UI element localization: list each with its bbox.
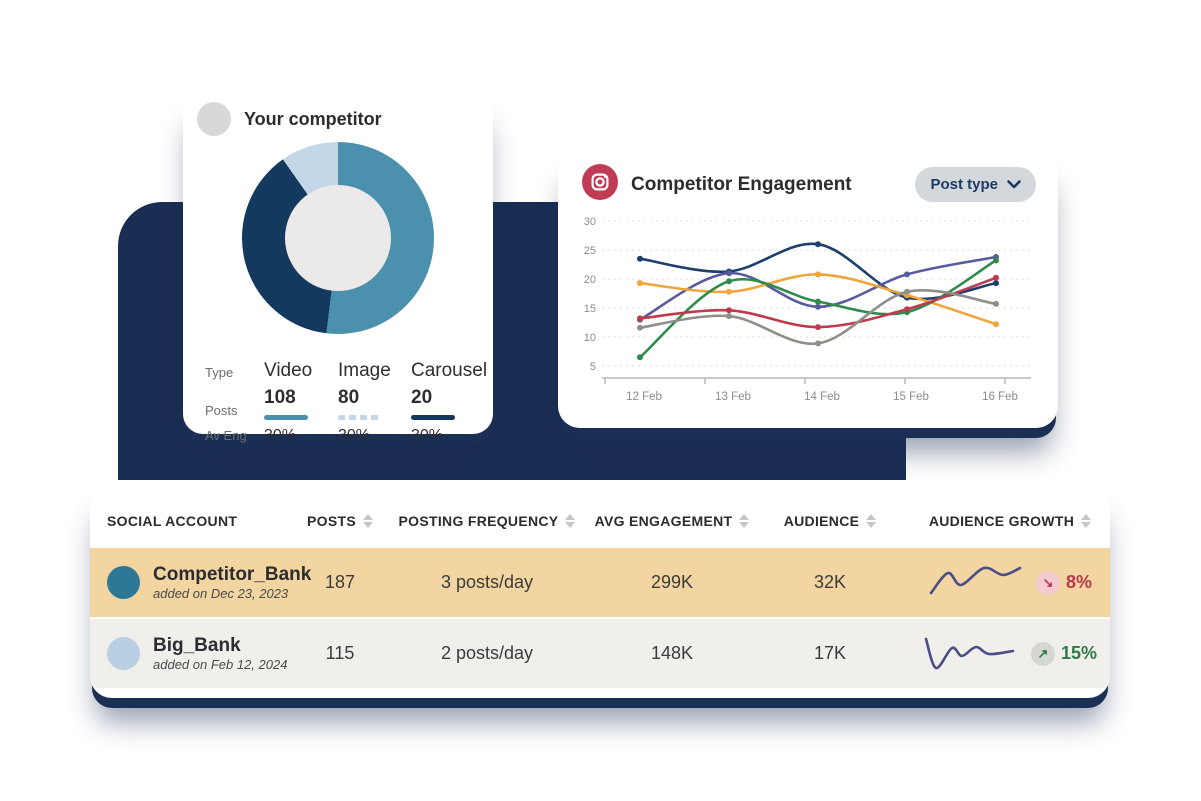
legend-row-label-type: Type: [205, 365, 234, 380]
header-label: AVG ENGAGEMENT: [594, 512, 733, 529]
legend-type-carousel: Carousel: [411, 360, 488, 381]
frequency-value: 3 posts/day: [440, 572, 534, 592]
svg-text:14 Feb: 14 Feb: [804, 391, 840, 403]
legend-row-label-posts: Posts: [205, 403, 238, 418]
growth-percent: 8%: [1065, 572, 1092, 592]
audience-value: 17K: [813, 643, 847, 663]
header-posting-frequency[interactable]: POSTING FREQUENCY: [380, 513, 594, 529]
header-social-account: SOCIAL ACCOUNT: [90, 513, 300, 529]
header-audience[interactable]: AUDIENCE: [750, 513, 910, 529]
account-name: Big_Bank: [153, 635, 241, 657]
svg-text:10: 10: [584, 332, 596, 344]
post-type-legend: Type Video Image Carousel Posts 108 80 2…: [205, 360, 493, 445]
legend-aveng-video: 30%: [264, 427, 297, 444]
carousel-underline-bar: [411, 415, 455, 420]
sort-icon[interactable]: [362, 513, 373, 528]
dropdown-label: Post type: [930, 176, 998, 193]
sort-icon[interactable]: [866, 513, 877, 528]
competitor-post-type-card: Your competitor Type Video Image Carouse…: [183, 88, 493, 444]
table-row-big-bank[interactable]: Big_Bank added on Feb 12, 2024 115 2 pos…: [90, 619, 1110, 688]
legend-type-video: Video: [264, 360, 313, 381]
account-added-date: added on Feb 12, 2024: [153, 656, 288, 672]
posts-count: 20: [411, 387, 433, 408]
avg-engagement-value: 299K: [650, 572, 694, 592]
avg-engagement-value: 148K: [650, 643, 694, 663]
posts-value: 115: [325, 643, 355, 663]
frequency-value: 2 posts/day: [440, 643, 534, 663]
legend-row-label-aveng: Av Eng: [205, 428, 247, 443]
sort-icon[interactable]: [739, 513, 750, 528]
competitor-engagement-card: Competitor Engagement Post type 5 10 15 20 2…: [558, 148, 1058, 428]
posts-count: 80: [338, 387, 360, 408]
growth-sparkline: [929, 566, 1022, 594]
sort-icon[interactable]: [565, 513, 576, 528]
svg-text:16 Feb: 16 Feb: [982, 391, 1018, 403]
svg-text:5: 5: [590, 361, 596, 373]
header-label: AUDIENCE: [783, 512, 860, 529]
audience-value: 32K: [813, 572, 847, 592]
trend-down-arrow-icon: ↘: [1035, 570, 1060, 595]
growth-percent: 15%: [1060, 643, 1098, 663]
account-name: Competitor_Bank: [153, 564, 312, 586]
account-avatar: [107, 637, 140, 670]
svg-text:15 Feb: 15 Feb: [893, 391, 929, 403]
account-cell: Big_Bank added on Feb 12, 2024: [90, 635, 300, 672]
legend-type-image: Image: [338, 360, 391, 381]
posts-count: 108: [264, 387, 296, 408]
legend-posts-carousel: 20: [411, 387, 493, 420]
table-row-competitor-bank[interactable]: Competitor_Bank added on Dec 23, 2023 18…: [90, 548, 1110, 617]
card-title: Your competitor: [244, 108, 382, 129]
competitor-avatar: [197, 102, 231, 136]
legend-posts-image: 80: [338, 387, 411, 420]
posts-value: 187: [324, 572, 356, 592]
header-label: POSTING FREQUENCY: [398, 512, 559, 529]
donut-chart: [242, 142, 434, 334]
sort-icon[interactable]: [1081, 513, 1092, 528]
svg-text:15: 15: [584, 303, 596, 315]
audience-growth-cell: ↘ 8%: [910, 563, 1110, 603]
table-header-row: SOCIAL ACCOUNT POSTS POSTING FREQUENCY A…: [90, 480, 1110, 548]
instagram-icon: [582, 164, 618, 205]
card-title: Competitor Engagement: [631, 173, 852, 195]
header-label: AUDIENCE GROWTH: [928, 512, 1075, 529]
donut-hole: [285, 185, 391, 291]
svg-text:12 Feb: 12 Feb: [626, 391, 662, 403]
chevron-down-icon: [1007, 176, 1021, 193]
header-posts[interactable]: POSTS: [300, 513, 380, 529]
svg-text:25: 25: [584, 245, 596, 257]
audience-growth-cell: ↗ 15%: [910, 634, 1110, 674]
legend-aveng-image: 30%: [338, 427, 371, 444]
header-audience-growth[interactable]: AUDIENCE GROWTH: [910, 513, 1110, 529]
account-added-date: added on Dec 23, 2023: [153, 585, 289, 601]
header-label: POSTS: [307, 512, 356, 529]
post-type-dropdown[interactable]: Post type: [915, 167, 1036, 202]
header-label: SOCIAL ACCOUNT: [107, 512, 238, 529]
svg-text:30: 30: [584, 216, 596, 228]
svg-text:20: 20: [584, 274, 596, 286]
video-underline-bar: [264, 415, 308, 420]
image-underline-bar: [338, 415, 382, 420]
competitors-table: SOCIAL ACCOUNT POSTS POSTING FREQUENCY A…: [90, 480, 1110, 698]
legend-posts-video: 108: [264, 387, 338, 420]
svg-text:13 Feb: 13 Feb: [715, 391, 751, 403]
legend-aveng-carousel: 30%: [411, 427, 444, 444]
trend-up-arrow-icon: ↗: [1030, 641, 1055, 666]
account-avatar: [107, 566, 140, 599]
card-header: Your competitor: [183, 88, 493, 136]
engagement-line-chart: 5 10 15 20 25 30 12 Feb 13 Feb 14 Feb 15 Feb 16 Fe…: [584, 216, 1031, 403]
card-header: Competitor Engagement Post type: [558, 148, 1058, 205]
account-cell: Competitor_Bank added on Dec 23, 2023: [90, 564, 311, 601]
header-avg-engagement[interactable]: AVG ENGAGEMENT: [594, 513, 750, 529]
growth-sparkline: [924, 637, 1015, 669]
